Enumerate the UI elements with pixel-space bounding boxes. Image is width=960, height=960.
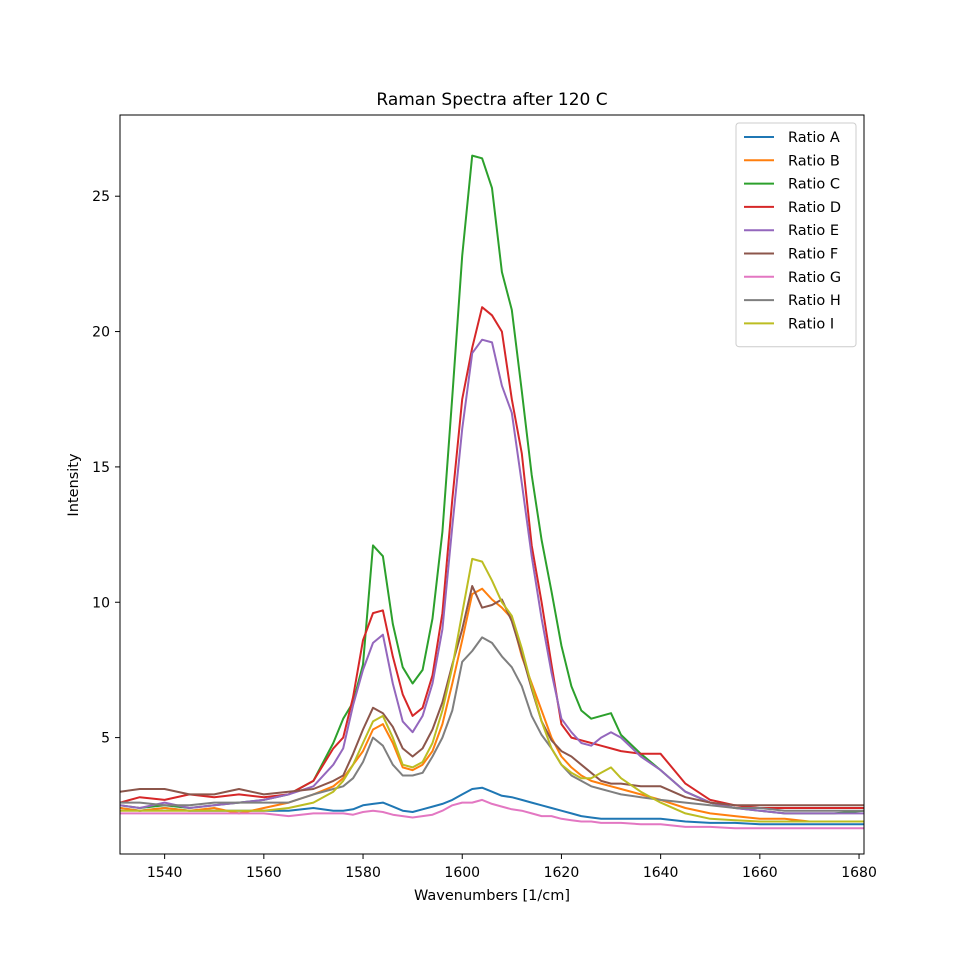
y-tick-label: 10	[92, 595, 110, 611]
x-tick-label: 1680	[841, 865, 877, 881]
legend-label: Ratio E	[788, 223, 839, 239]
legend-label: Ratio I	[788, 316, 834, 332]
legend-label: Ratio D	[788, 200, 841, 216]
y-axis-ticks: 5 10 15 20 25	[92, 189, 120, 747]
legend-label: Ratio C	[788, 177, 840, 193]
y-tick-label: 5	[101, 731, 110, 747]
series-line-ratio-f	[120, 585, 864, 807]
legend: Ratio A Ratio B Ratio C Ratio D Ratio E Ratio…	[735, 122, 857, 348]
legend-label: Ratio G	[788, 270, 841, 286]
plot-frame	[119, 114, 865, 855]
x-tick-label: 1540	[147, 865, 183, 881]
x-tick-label: 1600	[444, 865, 480, 881]
legend-label: Ratio A	[788, 130, 840, 146]
x-axis-title: Wavenumbers [1/cm]	[414, 888, 570, 904]
plot-area	[119, 114, 865, 855]
series-line-ratio-d	[120, 306, 864, 809]
legend-label: Ratio H	[788, 293, 841, 309]
x-tick-label: 1660	[742, 865, 778, 881]
series-line-ratio-h	[120, 636, 864, 812]
x-tick-label: 1560	[246, 865, 282, 881]
series-lines	[120, 154, 864, 830]
y-tick-label: 15	[92, 460, 110, 476]
legend-box	[735, 122, 857, 348]
series-line-ratio-a	[120, 786, 864, 826]
x-tick-label: 1580	[345, 865, 381, 881]
chart-title: Raman Spectra after 120 C	[376, 90, 607, 110]
y-axis-title: Intensity	[66, 453, 82, 517]
legend-label: Ratio B	[788, 153, 840, 169]
series-line-ratio-e	[120, 338, 864, 815]
legend-label: Ratio F	[788, 247, 838, 263]
series-line-ratio-b	[120, 587, 864, 823]
x-tick-label: 1640	[643, 865, 679, 881]
x-tick-label: 1620	[544, 865, 580, 881]
series-line-ratio-i	[120, 557, 864, 823]
series-line-ratio-g	[120, 798, 864, 830]
x-axis-ticks: 1540 1560 1580 1600 1620 1640 1660 1680	[147, 854, 877, 881]
y-tick-label: 20	[92, 325, 110, 341]
y-tick-label: 25	[92, 189, 110, 205]
